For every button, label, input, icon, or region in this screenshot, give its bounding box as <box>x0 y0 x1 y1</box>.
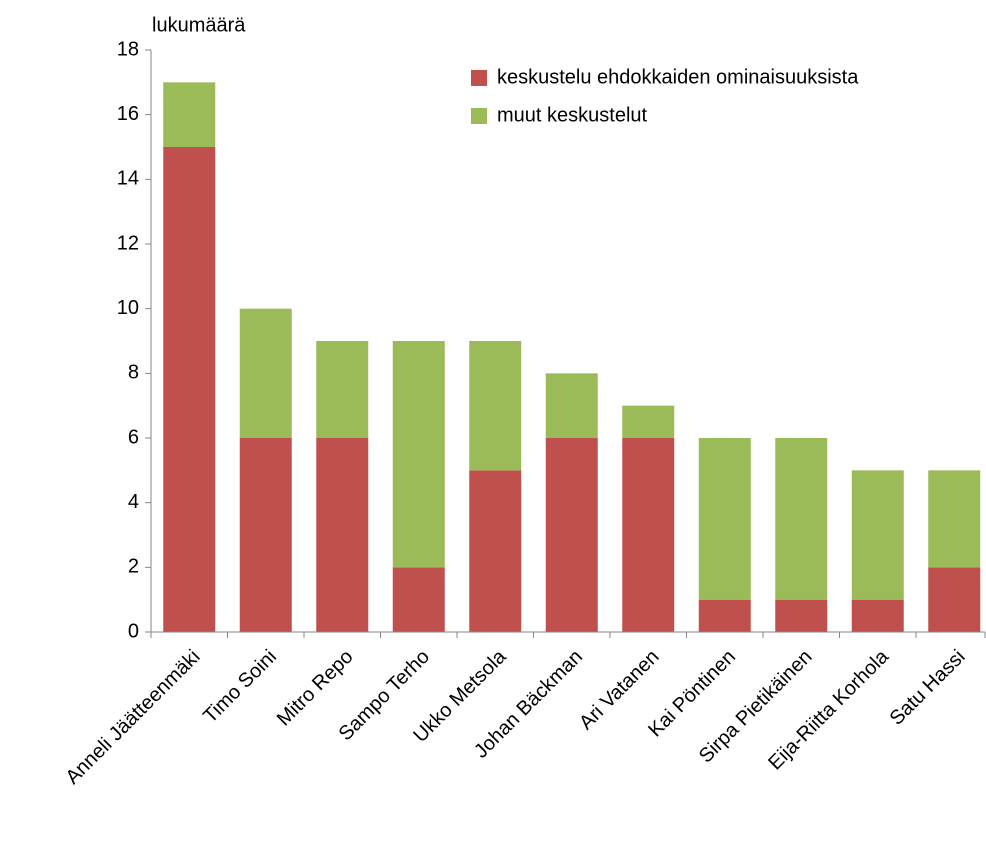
bar-segment <box>698 599 751 632</box>
y-tick-label: 18 <box>117 38 139 60</box>
y-axis-label: lukumäärä <box>152 14 246 36</box>
y-tick-label: 16 <box>117 103 139 125</box>
y-tick-label: 14 <box>117 168 139 190</box>
y-tick-label: 12 <box>117 232 139 254</box>
y-tick-label: 6 <box>128 426 139 448</box>
bar-segment <box>392 567 445 632</box>
y-tick-label: 2 <box>128 556 139 578</box>
legend-swatch <box>471 70 487 86</box>
legend-label: keskustelu ehdokkaiden ominaisuuksista <box>497 66 859 88</box>
x-tick-label: Timo Soini <box>199 646 281 728</box>
y-tick-label: 8 <box>128 362 139 384</box>
bar-segment <box>163 82 216 147</box>
bar-segment <box>469 341 522 471</box>
bar-segment <box>775 599 828 632</box>
x-tick-label: Mitro Repo <box>273 646 358 731</box>
bar-segment <box>545 373 598 438</box>
y-tick-label: 10 <box>117 297 139 319</box>
bar-segment <box>851 470 904 600</box>
y-tick-label: 0 <box>128 620 139 642</box>
bar-segment <box>775 438 828 600</box>
x-tick-label: Anneli Jäätteenmäki <box>62 646 205 789</box>
y-tick-label: 4 <box>128 491 139 513</box>
legend-swatch <box>471 108 487 124</box>
legend-label: muut keskustelut <box>497 104 648 126</box>
bar-segment <box>622 438 675 632</box>
bar-segment <box>698 438 751 600</box>
bar-segment <box>316 341 369 438</box>
bar-segment <box>239 438 292 632</box>
bar-segment <box>469 470 522 632</box>
bar-segment <box>851 599 904 632</box>
bar-segment <box>239 308 292 438</box>
bar-segment <box>163 147 216 632</box>
bar-segment <box>316 438 369 632</box>
x-tick-label: Satu Hassi <box>886 646 970 730</box>
bar-segment <box>622 405 675 438</box>
bar-segment <box>545 438 598 632</box>
bar-segment <box>928 567 981 632</box>
bar-segment <box>392 341 445 568</box>
bar-segment <box>928 470 981 568</box>
